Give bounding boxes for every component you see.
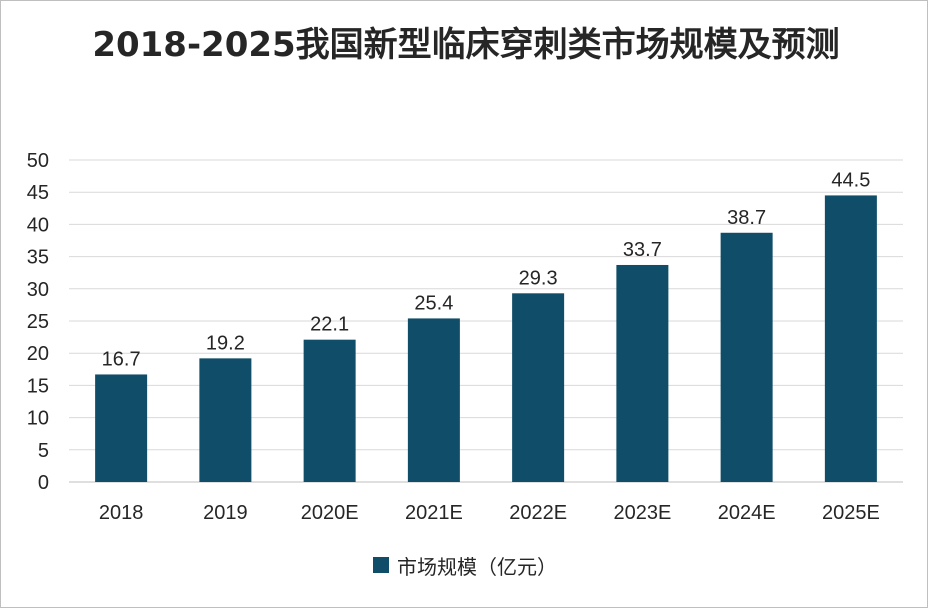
- y-tick-label: 25: [27, 311, 49, 333]
- data-labels: 16.7 19.2 22.1 25.4 29.3 33.7 38.7 44.5: [102, 169, 871, 370]
- x-tick-label-2021E: 2021E: [405, 502, 463, 524]
- y-tick-label: 40: [27, 214, 49, 236]
- data-label-2024E: 38.7: [727, 207, 766, 229]
- x-tick-label-2019: 2019: [203, 502, 248, 524]
- y-tick-label: 45: [27, 182, 49, 204]
- x-tick-label-2022E: 2022E: [509, 502, 567, 524]
- legend-label: 市场规模（亿元）: [397, 554, 557, 579]
- bar-2019: [199, 358, 252, 482]
- x-tick-label-2024E: 2024E: [718, 502, 776, 524]
- x-tick-label-2025E: 2025E: [822, 502, 880, 524]
- gridlines: [69, 159, 903, 483]
- bar-2024E: [720, 232, 773, 482]
- y-tick-label: 20: [27, 343, 49, 365]
- bars: [95, 195, 877, 483]
- y-tick-label: 30: [27, 279, 49, 301]
- x-axis-ticks: 2018 2019 2020E 2021E 2022E 2023E 2024E 2025E: [99, 502, 880, 524]
- data-label-2021E: 25.4: [414, 292, 453, 314]
- data-label-2025E: 44.5: [831, 169, 870, 191]
- y-tick-label: 10: [27, 408, 49, 430]
- x-tick-label-2020E: 2020E: [301, 502, 359, 524]
- x-tick-label-2023E: 2023E: [613, 502, 671, 524]
- bar-2023E: [616, 264, 669, 482]
- y-tick-label: 15: [27, 375, 49, 397]
- y-axis-ticks: 0 5 10 15 20 25 30 35 40 45 50: [27, 150, 49, 494]
- y-tick-label: 5: [38, 440, 49, 462]
- chart-title: 2018-2025我国新型临床穿刺类市场规模及预测: [92, 25, 840, 65]
- y-tick-label: 35: [27, 247, 49, 269]
- bar-2018: [95, 374, 148, 482]
- bar-2020E: [303, 339, 356, 482]
- legend: 市场规模（亿元）: [1, 549, 928, 581]
- y-tick-label: 50: [27, 150, 49, 172]
- bar-2022E: [512, 293, 565, 482]
- data-label-2020E: 22.1: [310, 314, 349, 336]
- bar-2025E: [824, 195, 877, 483]
- data-label-2022E: 29.3: [519, 267, 558, 289]
- data-label-2023E: 33.7: [623, 239, 662, 261]
- plot-area: 0 5 10 15 20 25 30 35 40 45 50 16.7 19.2 22.1 25.4 29.…: [27, 150, 903, 524]
- data-label-2019: 19.2: [206, 332, 245, 354]
- data-label-2018: 16.7: [102, 348, 141, 370]
- bar-2021E: [407, 318, 460, 482]
- y-tick-label: 0: [38, 472, 49, 494]
- x-tick-label-2018: 2018: [99, 502, 144, 524]
- legend-swatch: [373, 557, 389, 573]
